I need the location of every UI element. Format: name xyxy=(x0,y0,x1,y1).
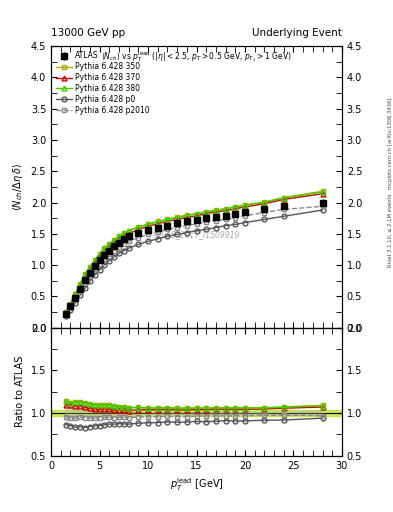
Text: ATLAS_2017_I1509919: ATLAS_2017_I1509919 xyxy=(153,230,240,239)
Text: Underlying Event: Underlying Event xyxy=(252,28,342,38)
X-axis label: $p_T^{\rm lead}$ [GeV]: $p_T^{\rm lead}$ [GeV] xyxy=(170,476,223,493)
Text: Rivet 3.1.10, ≥ 2.1M events: Rivet 3.1.10, ≥ 2.1M events xyxy=(388,194,393,267)
Text: $\langle N_{ch}\rangle$ vs $p_T^{\rm lead}$ ($|\eta|<2.5$, $p_T>0.5$ GeV, $p_{T_: $\langle N_{ch}\rangle$ vs $p_T^{\rm lea… xyxy=(101,49,292,64)
Y-axis label: Ratio to ATLAS: Ratio to ATLAS xyxy=(15,356,25,428)
Y-axis label: $\langle N_{ch}/\Delta\eta\,\delta\rangle$: $\langle N_{ch}/\Delta\eta\,\delta\rangl… xyxy=(11,163,25,211)
Legend: ATLAS, Pythia 6.428 350, Pythia 6.428 370, Pythia 6.428 380, Pythia 6.428 p0, Py: ATLAS, Pythia 6.428 350, Pythia 6.428 37… xyxy=(55,50,151,117)
Bar xyxy=(51,410,342,416)
Text: 13000 GeV pp: 13000 GeV pp xyxy=(51,28,125,38)
Text: mcplots.cern.ch [arXiv:1306.3436]: mcplots.cern.ch [arXiv:1306.3436] xyxy=(388,98,393,189)
